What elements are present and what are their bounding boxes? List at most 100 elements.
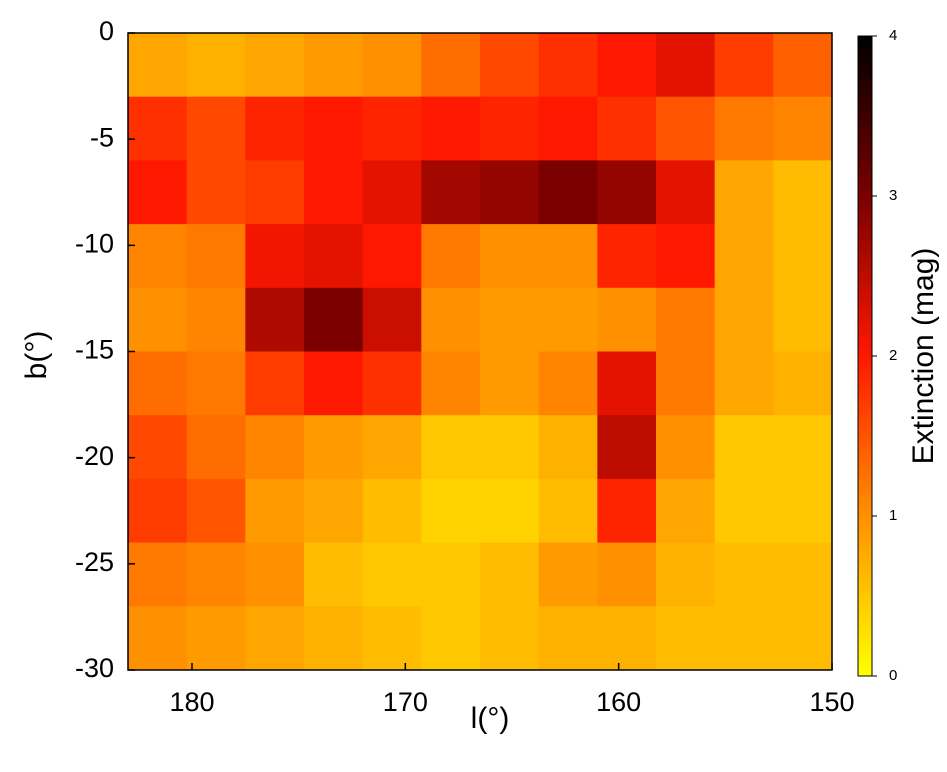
heatmap-cell bbox=[538, 287, 598, 352]
heatmap-cell bbox=[362, 160, 422, 225]
heatmap-cell bbox=[538, 606, 598, 671]
y-tick-label: -25 bbox=[75, 547, 114, 577]
heatmap-cell bbox=[128, 160, 188, 225]
heatmap-cell bbox=[714, 33, 774, 98]
heatmap-cell bbox=[186, 478, 246, 544]
heatmap-cell bbox=[597, 542, 657, 607]
heatmap-cell bbox=[128, 606, 188, 671]
y-tick-label: 0 bbox=[99, 16, 114, 46]
heatmap-cell bbox=[245, 224, 305, 289]
y-tick-label: -30 bbox=[75, 653, 114, 683]
heatmap-cell bbox=[362, 606, 422, 671]
heatmap-cell bbox=[362, 96, 422, 161]
heatmap-cell bbox=[362, 415, 422, 480]
heatmap-cell bbox=[245, 606, 305, 671]
heatmap-cell bbox=[656, 96, 716, 161]
heatmap-cell bbox=[128, 351, 188, 416]
x-tick-label: 170 bbox=[383, 687, 428, 717]
heatmap-cell bbox=[245, 160, 305, 225]
heatmap-cell bbox=[304, 542, 364, 607]
heatmap-cell bbox=[714, 351, 774, 416]
heatmap-cell bbox=[773, 224, 833, 289]
heatmap-cell bbox=[480, 224, 540, 289]
heatmap-cell bbox=[480, 160, 540, 225]
heatmap-cell bbox=[597, 224, 657, 289]
heatmap-cell bbox=[128, 224, 188, 289]
heatmap-cell bbox=[362, 33, 422, 98]
heatmap-cell bbox=[538, 224, 598, 289]
heatmap-cell bbox=[128, 542, 188, 607]
heatmap-cell bbox=[362, 542, 422, 607]
heatmap-cell bbox=[304, 287, 364, 352]
heatmap-cell bbox=[656, 287, 716, 352]
heatmap-cell bbox=[362, 287, 422, 352]
y-tick-label: -20 bbox=[75, 441, 114, 471]
heatmap-cell bbox=[304, 224, 364, 289]
heatmap-cell bbox=[245, 542, 305, 607]
heatmap-cell bbox=[656, 33, 716, 98]
heatmap-cell bbox=[245, 287, 305, 352]
heatmap-cell bbox=[186, 160, 246, 225]
heatmap-cell bbox=[714, 606, 774, 671]
heatmap-cell bbox=[656, 160, 716, 225]
heatmap-cell bbox=[128, 478, 188, 544]
heatmap-cell bbox=[421, 160, 481, 225]
heatmap-cell bbox=[421, 478, 481, 544]
heatmap-cell bbox=[480, 96, 540, 161]
y-axis-label: b(°) bbox=[20, 331, 53, 380]
y-tick-label: -10 bbox=[75, 228, 114, 258]
colorbar-tick-label: 2 bbox=[889, 347, 897, 364]
heatmap-cell bbox=[186, 415, 246, 480]
colorbar-tick-label: 3 bbox=[889, 187, 897, 204]
heatmap-cell bbox=[421, 287, 481, 352]
heatmap-cell bbox=[362, 224, 422, 289]
heatmap-cell bbox=[773, 287, 833, 352]
heatmap-cell bbox=[538, 33, 598, 98]
x-tick-label: 180 bbox=[169, 687, 214, 717]
colorbar-tick-label: 1 bbox=[889, 507, 897, 524]
heatmap-cell bbox=[421, 415, 481, 480]
heatmap-cell bbox=[186, 606, 246, 671]
colorbar-tick-label: 4 bbox=[889, 27, 897, 44]
heatmap-cell bbox=[597, 160, 657, 225]
heatmap-cell bbox=[480, 415, 540, 480]
heatmap-cell bbox=[186, 96, 246, 161]
heatmap-cell bbox=[128, 415, 188, 480]
heatmap-cell bbox=[714, 160, 774, 225]
colorbar-label: Extinction (mag) bbox=[907, 248, 940, 465]
heatmap-cell bbox=[304, 33, 364, 98]
heatmap-cell bbox=[656, 351, 716, 416]
heatmap-cell bbox=[773, 33, 833, 98]
heatmap-cell bbox=[538, 160, 598, 225]
heatmap-cell bbox=[362, 351, 422, 416]
heatmap-cell bbox=[656, 606, 716, 671]
heatmap-cell bbox=[773, 606, 833, 671]
heatmap-cell bbox=[714, 224, 774, 289]
colorbar-tick-label: 0 bbox=[889, 667, 897, 684]
heatmap-cell bbox=[245, 351, 305, 416]
heatmap-cell bbox=[245, 96, 305, 161]
heatmap-cell bbox=[773, 478, 833, 544]
heatmap-cell bbox=[480, 33, 540, 98]
x-tick-label: 150 bbox=[809, 687, 854, 717]
x-axis-label: l(°) bbox=[471, 702, 510, 735]
heatmap-cell bbox=[362, 478, 422, 544]
heatmap-cell bbox=[773, 415, 833, 480]
heatmap-cell bbox=[597, 33, 657, 98]
heatmap-cell bbox=[245, 33, 305, 98]
heatmap-cell bbox=[304, 96, 364, 161]
heatmap-cell bbox=[773, 160, 833, 225]
heatmap-cell bbox=[186, 542, 246, 607]
heatmap-cell bbox=[714, 542, 774, 607]
heatmap-cell bbox=[128, 33, 188, 98]
heatmap-cell bbox=[480, 606, 540, 671]
heatmap-cell bbox=[421, 224, 481, 289]
heatmap-cell bbox=[656, 478, 716, 544]
heatmap-cell bbox=[421, 96, 481, 161]
heatmap-cell bbox=[304, 160, 364, 225]
heatmap-cell bbox=[714, 96, 774, 161]
heatmap-cell bbox=[538, 415, 598, 480]
y-tick-label: -5 bbox=[90, 122, 114, 152]
heatmap-cell bbox=[421, 606, 481, 671]
